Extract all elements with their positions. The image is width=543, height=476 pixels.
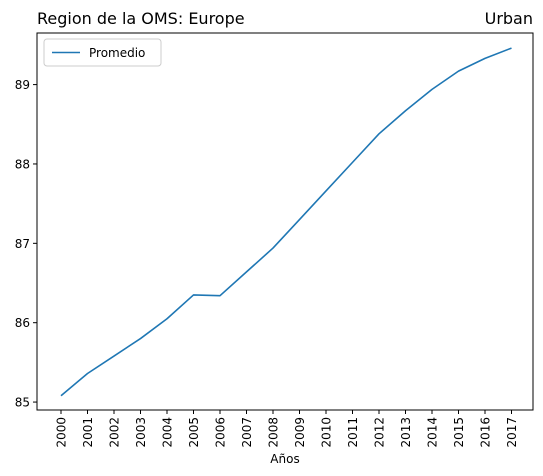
x-tick-label: 2000 xyxy=(55,417,69,448)
x-tick-label: 2012 xyxy=(373,417,387,448)
x-tick-label: 2005 xyxy=(187,417,201,448)
legend-box xyxy=(43,38,162,67)
y-tick-label: 86 xyxy=(15,316,30,330)
x-tick-label: 2008 xyxy=(267,417,281,448)
legend-entry: Promedio xyxy=(89,46,145,60)
y-tick-label: 89 xyxy=(15,78,30,92)
y-axis: 85 86 87 88 89 xyxy=(15,78,37,410)
x-tick-label: 2001 xyxy=(81,417,95,448)
x-tick-label: 2014 xyxy=(426,417,440,448)
y-tick-label: 88 xyxy=(15,157,30,171)
plot-area xyxy=(36,32,534,411)
x-tick-label: 2009 xyxy=(293,417,307,448)
chart-title: Region de la OMS: Europe xyxy=(37,9,245,28)
x-tick-label: 2015 xyxy=(452,417,466,448)
x-tick-label: 2006 xyxy=(214,417,228,448)
x-tick-label: 2002 xyxy=(108,417,122,448)
x-axis: 2000 2001 2002 2003 2004 2005 2006 2007 2008 2009… xyxy=(55,410,519,448)
x-tick-label: 2016 xyxy=(479,417,493,448)
series-layer xyxy=(60,47,512,397)
series-line-0 xyxy=(60,47,512,397)
legend: Promedio xyxy=(43,38,162,67)
x-tick-label: 2010 xyxy=(320,417,334,448)
y-tick-label: 87 xyxy=(15,237,30,251)
x-tick-label: 2007 xyxy=(240,417,254,448)
x-tick-label: 2004 xyxy=(161,417,175,448)
x-axis-label: Años xyxy=(270,452,299,466)
x-tick-label: 2003 xyxy=(134,417,148,448)
chart-subtitle: Urban xyxy=(485,9,533,28)
x-tick-label: 2011 xyxy=(346,417,360,448)
y-tick-label: 85 xyxy=(15,396,30,410)
x-tick-label: 2013 xyxy=(399,417,413,448)
x-tick-label: 2017 xyxy=(505,417,519,448)
